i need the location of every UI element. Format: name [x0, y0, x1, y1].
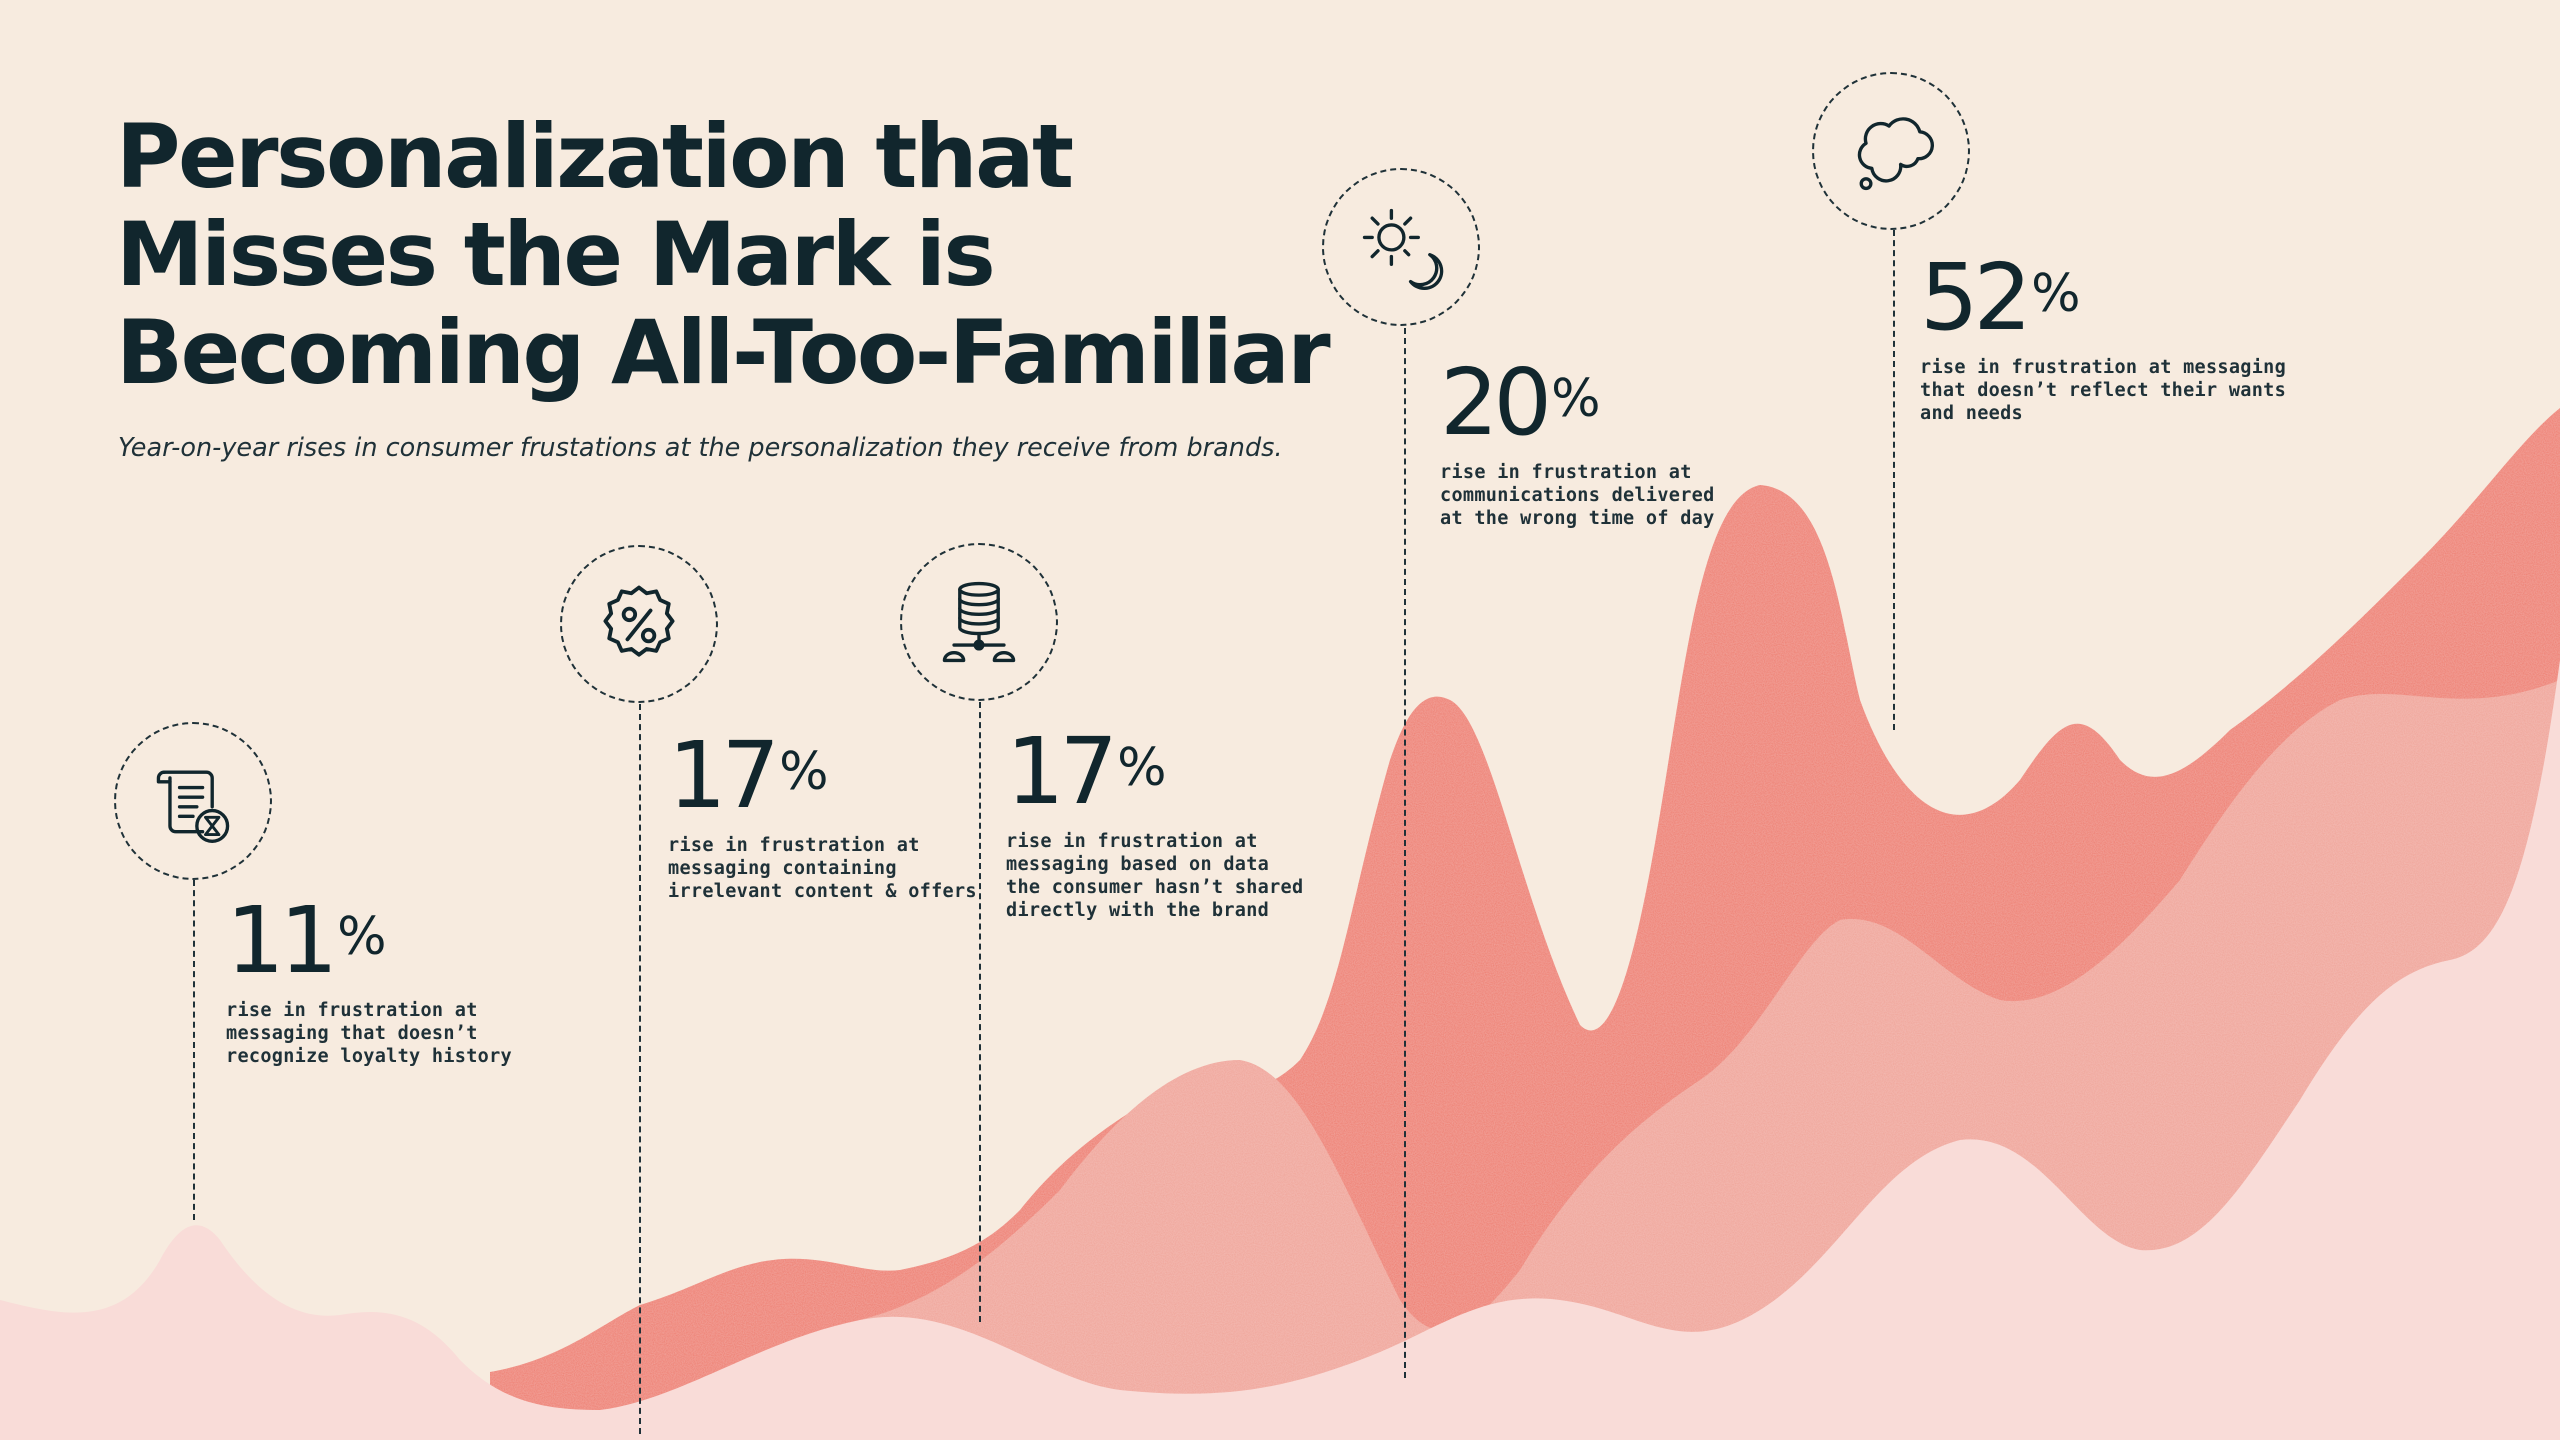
title-line: Misses the Mark is: [116, 203, 996, 306]
stat-description: rise in frustration at messaging containi…: [668, 835, 977, 902]
stat-percentage: 20%: [1440, 349, 1601, 456]
leader-line: [193, 880, 195, 1220]
stat-description: rise in frustration at messaging that doe…: [1920, 357, 2287, 424]
stat-description: rise in frustration at communications del…: [1440, 462, 1715, 529]
page-title: Personalization that Misses the Mark is …: [116, 105, 1331, 404]
stat-percentage: 52%: [1920, 244, 2081, 351]
icon-circle-wants: [1812, 72, 1970, 230]
leader-line: [1404, 328, 1406, 1378]
stat-percentage: 17%: [1006, 718, 1167, 825]
database-network-icon: [942, 581, 1016, 663]
percent-badge-icon: [603, 585, 675, 657]
stat-loyalty: 11% rise in frustration at messaging that…: [226, 895, 512, 1068]
thought-cloud-icon: [1857, 117, 1934, 191]
stat-offers: 17% rise in frustration at messaging cont…: [668, 730, 977, 903]
icon-circle-timing: [1322, 168, 1480, 326]
leader-line: [1893, 230, 1895, 730]
leader-line: [979, 702, 981, 1322]
stat-percentage: 17%: [668, 722, 829, 829]
stat-data: 17% rise in frustration at messaging base…: [1006, 726, 1303, 922]
icon-circle-offers: [560, 545, 718, 703]
scroll-hourglass-icon: [156, 770, 230, 843]
page-subtitle: Year-on-year rises in consumer frustatio…: [118, 433, 1283, 463]
stat-description: rise in frustration at messaging based on…: [1006, 831, 1304, 921]
pink-light-wave: [0, 660, 2560, 1440]
stat-percentage: 11%: [226, 887, 387, 994]
sun-moon-icon: [1362, 208, 1444, 290]
stat-description: rise in frustration at messaging that doe…: [226, 1000, 512, 1067]
title-line: Personalization that: [116, 105, 1074, 208]
title-line: Becoming All-Too-Familiar: [116, 301, 1331, 404]
icon-circle-data: [900, 543, 1058, 701]
leader-line: [639, 704, 641, 1434]
stat-wants: 52% rise in frustration at messaging that…: [1920, 252, 2286, 425]
stat-timing: 20% rise in frustration at communications…: [1440, 357, 1715, 530]
icon-circle-loyalty: [114, 722, 272, 880]
